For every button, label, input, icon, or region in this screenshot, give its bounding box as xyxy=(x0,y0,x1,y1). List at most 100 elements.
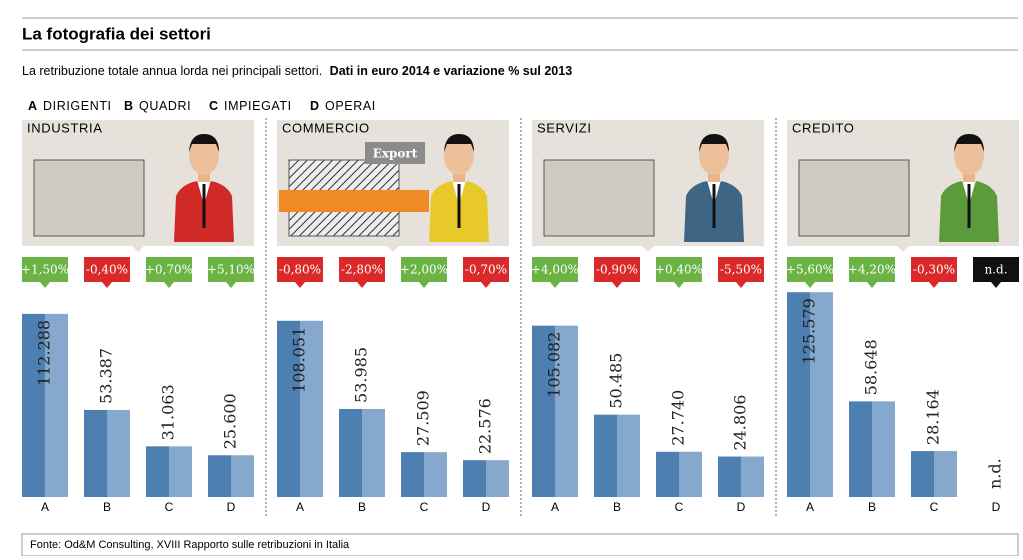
legend-item: A DIRIGENTI xyxy=(28,99,112,113)
scene-object xyxy=(33,159,145,237)
subtitle: La retribuzione totale annua lorda nei p… xyxy=(22,64,572,78)
badge-pointer xyxy=(40,282,50,288)
value-label: 22.576 xyxy=(476,398,495,454)
pointer xyxy=(387,246,399,252)
x-tick-label: C xyxy=(420,500,429,514)
bar xyxy=(594,414,640,497)
panel-title: CREDITO xyxy=(792,120,854,135)
legend-item: D OPERAI xyxy=(310,99,376,113)
subtitle-bold: Dati in euro 2014 e variazione % sul 201… xyxy=(330,64,573,78)
change-badge xyxy=(787,257,833,282)
badge-pointer xyxy=(102,282,112,288)
change-badge xyxy=(656,257,702,282)
scene-object xyxy=(798,159,910,237)
hair xyxy=(189,134,219,152)
change-badge xyxy=(84,257,130,282)
badge-pointer xyxy=(164,282,174,288)
x-tick-label: B xyxy=(103,500,111,514)
head xyxy=(189,137,219,175)
hair xyxy=(699,134,729,152)
bar xyxy=(339,408,385,497)
x-tick-label: B xyxy=(868,500,876,514)
change-label: +1,50% xyxy=(21,263,69,277)
bar xyxy=(718,456,764,497)
legend-label: DIRIGENTI xyxy=(43,99,112,113)
legend-label: QUADRI xyxy=(139,99,191,113)
x-tick-label: A xyxy=(551,500,559,514)
change-badge xyxy=(532,257,578,282)
bar xyxy=(146,446,192,497)
bar xyxy=(401,452,447,497)
x-tick-label: C xyxy=(165,500,174,514)
value-label: 50.485 xyxy=(607,353,626,409)
bar xyxy=(208,455,254,497)
value-label: 31.063 xyxy=(159,384,178,440)
change-label: -0,30% xyxy=(913,263,955,277)
x-tick-label: D xyxy=(482,500,491,514)
change-label: +0,40% xyxy=(655,263,703,277)
x-tick-label: D xyxy=(227,500,236,514)
x-tick-label: B xyxy=(613,500,621,514)
change-label: +5,60% xyxy=(786,263,834,277)
bar xyxy=(84,409,130,497)
badge-pointer xyxy=(295,282,305,288)
panel-title: INDUSTRIA xyxy=(27,120,102,135)
change-badge xyxy=(339,257,385,282)
value-label: 108.051 xyxy=(290,327,309,393)
badge-pointer xyxy=(481,282,491,288)
hair xyxy=(954,134,984,152)
value-label: 25.600 xyxy=(221,393,240,449)
value-label: n.d. xyxy=(986,458,1005,489)
bar xyxy=(656,451,702,497)
title: La fotografia dei settori xyxy=(22,24,211,43)
pointer xyxy=(132,246,144,252)
change-badge xyxy=(973,257,1019,282)
head xyxy=(444,137,474,175)
bar xyxy=(277,320,323,497)
change-label: n.d. xyxy=(984,263,1007,277)
value-label: 28.164 xyxy=(924,389,943,445)
change-label: +2,00% xyxy=(400,263,448,277)
x-tick-label: D xyxy=(992,500,1001,514)
bar xyxy=(532,325,578,497)
scene-object xyxy=(543,159,655,237)
value-label: 105.082 xyxy=(545,332,564,398)
hair xyxy=(444,134,474,152)
x-tick-label: A xyxy=(806,500,814,514)
source: Fonte: Od&M Consulting, XVIII Rapporto s… xyxy=(30,539,350,551)
export-label: Export xyxy=(373,147,418,161)
legend-item: B QUADRI xyxy=(124,99,191,113)
subtitle-text: La retribuzione totale annua lorda nei p… xyxy=(22,64,322,78)
change-badge xyxy=(208,257,254,282)
change-label: +4,00% xyxy=(531,263,579,277)
badge-pointer xyxy=(226,282,236,288)
pointer xyxy=(642,246,654,252)
bar xyxy=(22,313,68,497)
change-label: -2,80% xyxy=(341,263,383,277)
change-badge xyxy=(849,257,895,282)
badge-pointer xyxy=(805,282,815,288)
bar xyxy=(463,460,509,497)
badge-pointer xyxy=(991,282,1001,288)
badge-pointer xyxy=(357,282,367,288)
badge-pointer xyxy=(674,282,684,288)
badge-pointer xyxy=(929,282,939,288)
x-tick-label: A xyxy=(41,500,49,514)
badge-pointer xyxy=(419,282,429,288)
change-badge xyxy=(22,257,68,282)
value-label: 58.648 xyxy=(862,339,881,395)
legend-label: IMPIEGATI xyxy=(224,99,292,113)
legend-label: OPERAI xyxy=(325,99,376,113)
change-badge xyxy=(401,257,447,282)
change-badge xyxy=(146,257,192,282)
bar xyxy=(849,401,895,497)
badge-pointer xyxy=(736,282,746,288)
change-badge xyxy=(463,257,509,282)
legend-letter: B xyxy=(124,99,133,113)
value-label: 112.288 xyxy=(35,320,54,386)
x-tick-label: C xyxy=(675,500,684,514)
change-label: +0,70% xyxy=(145,263,193,277)
change-badge xyxy=(594,257,640,282)
change-badge xyxy=(911,257,957,282)
